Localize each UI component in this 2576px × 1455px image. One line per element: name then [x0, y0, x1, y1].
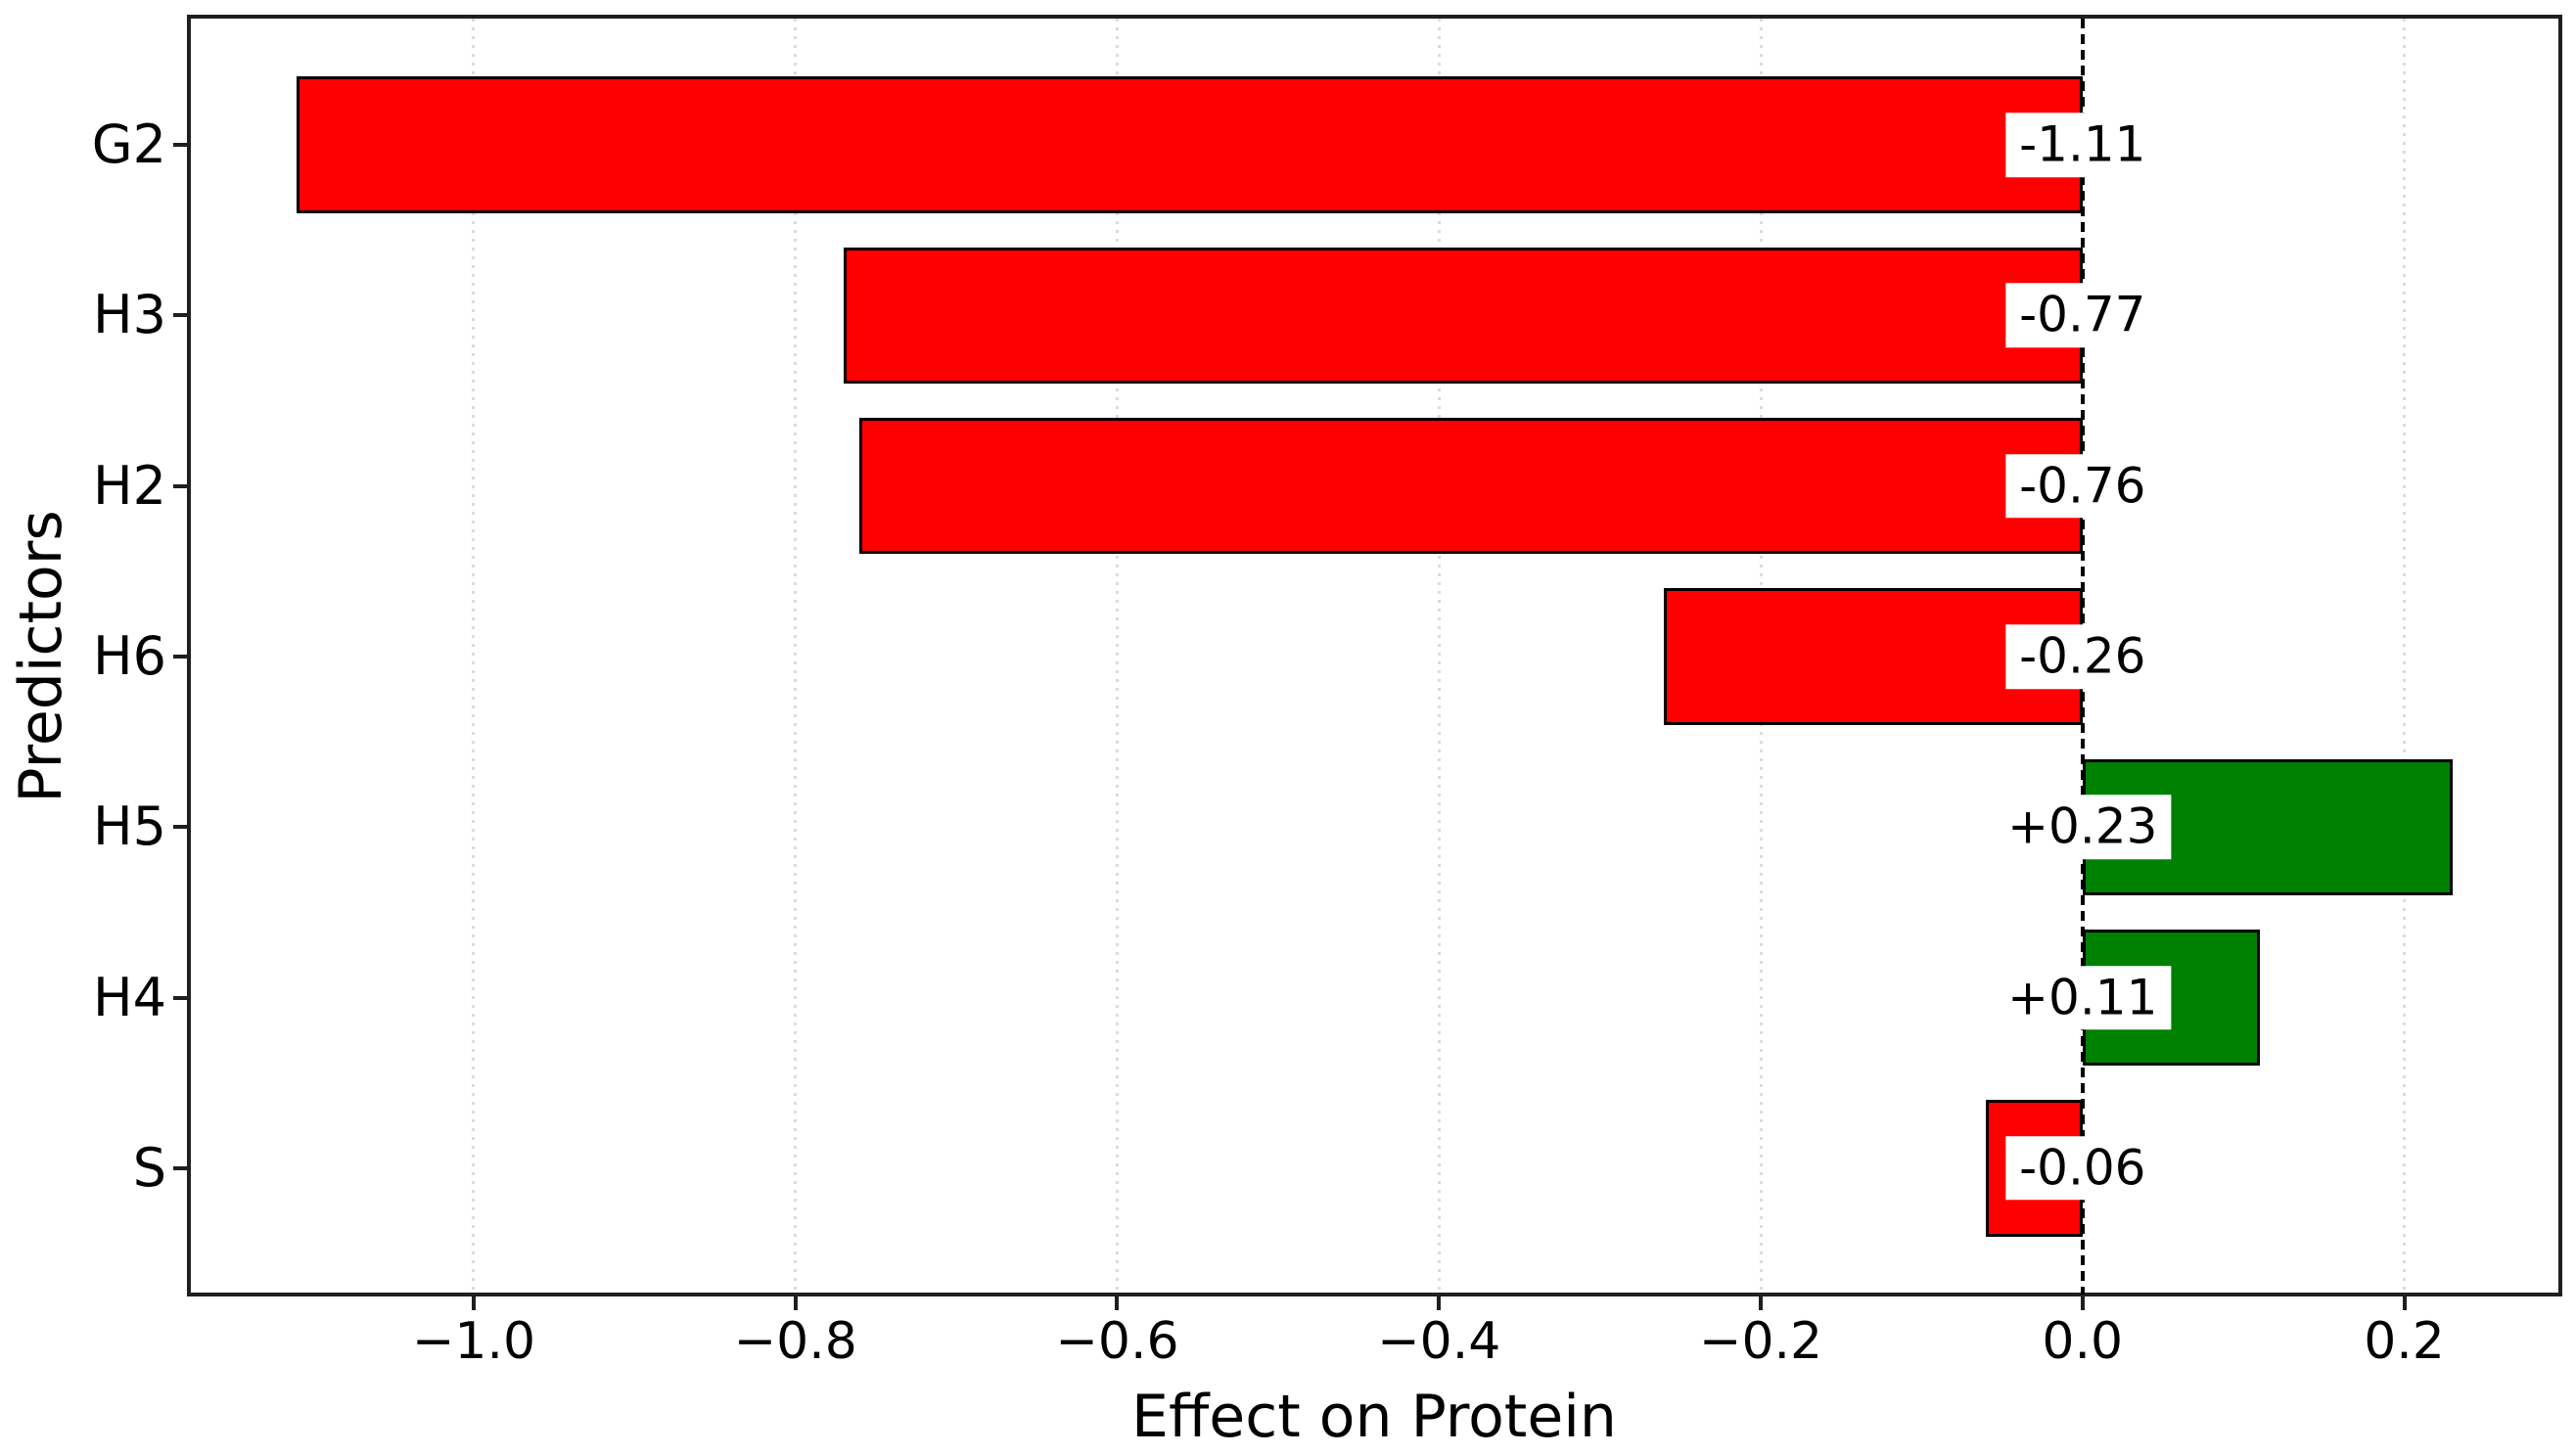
bar-G2 — [297, 76, 2083, 213]
x-axis-title: Effect on Protein — [1131, 1383, 1617, 1451]
x-tick-mark — [1437, 1295, 1442, 1310]
plot-area — [187, 15, 2562, 1296]
bar-H3 — [844, 247, 2083, 385]
bar-value-label: +0.11 — [1994, 965, 2172, 1030]
y-tick-mark — [173, 995, 189, 1000]
gridline — [472, 19, 476, 1295]
y-category-label: H6 — [93, 625, 166, 687]
bar-H2 — [859, 417, 2083, 555]
x-tick-mark — [2080, 1295, 2085, 1310]
y-category-label: H3 — [93, 284, 166, 346]
x-tick-label: −1.0 — [411, 1312, 536, 1371]
bar-value-label: -0.77 — [2005, 283, 2160, 348]
x-tick-label: −0.4 — [1377, 1312, 1501, 1371]
gridline — [1115, 19, 1119, 1295]
gridline — [2403, 19, 2407, 1295]
x-tick-mark — [1759, 1295, 1764, 1310]
x-tick-mark — [1115, 1295, 1120, 1310]
gridline — [794, 19, 798, 1295]
bar-value-label: -1.11 — [2005, 113, 2160, 177]
x-tick-label: −0.8 — [733, 1312, 857, 1371]
x-tick-label: 0.0 — [2042, 1312, 2124, 1371]
x-tick-label: −0.6 — [1055, 1312, 1179, 1371]
y-tick-mark — [173, 483, 189, 488]
y-tick-mark — [173, 143, 189, 147]
bar-value-label: -0.06 — [2005, 1136, 2160, 1201]
y-category-label: H2 — [93, 454, 166, 517]
bar-value-label: +0.23 — [1994, 795, 2172, 860]
x-tick-label: −0.2 — [1698, 1312, 1823, 1371]
y-category-label: H5 — [93, 796, 166, 858]
y-tick-mark — [173, 313, 189, 318]
y-tick-mark — [173, 1165, 189, 1170]
y-tick-mark — [173, 655, 189, 659]
gridline — [1437, 19, 1441, 1295]
x-tick-label: 0.2 — [2364, 1312, 2445, 1371]
x-tick-mark — [793, 1295, 798, 1310]
y-category-label: G2 — [91, 114, 166, 175]
bar-value-label: -0.26 — [2005, 624, 2160, 689]
y-tick-mark — [173, 825, 189, 830]
x-tick-mark — [471, 1295, 476, 1310]
y-category-label: H4 — [93, 966, 166, 1028]
bar-value-label: -0.76 — [2005, 453, 2160, 519]
x-tick-mark — [2402, 1295, 2407, 1310]
y-category-label: S — [132, 1136, 166, 1199]
